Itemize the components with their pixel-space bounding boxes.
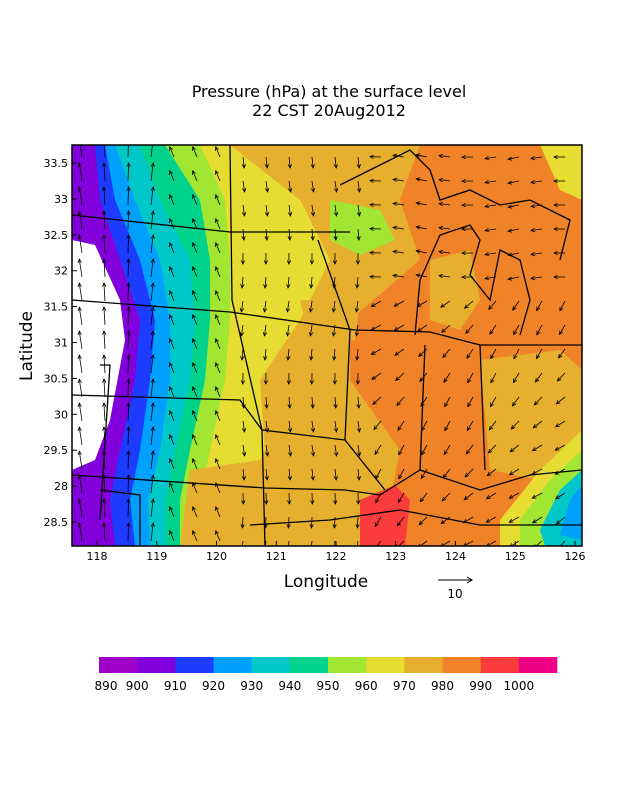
wind-vector-head bbox=[286, 548, 289, 552]
wind-vector-head bbox=[355, 548, 358, 552]
colorbar-label: 970 bbox=[393, 679, 416, 693]
y-tick-label: 28.5 bbox=[44, 516, 69, 529]
x-tick-label: 122 bbox=[326, 550, 347, 563]
wind-vector-head bbox=[102, 139, 106, 143]
colorbar-swatch bbox=[366, 657, 404, 673]
x-tick-label: 123 bbox=[385, 550, 406, 563]
y-tick-label: 31 bbox=[54, 337, 68, 350]
vector-reference-label: 10 bbox=[447, 587, 462, 601]
colorbar-label: 930 bbox=[240, 679, 263, 693]
colorbar-swatch bbox=[290, 657, 328, 673]
y-tick-label: 30 bbox=[54, 408, 68, 421]
wind-vector-head bbox=[78, 139, 81, 143]
y-tick-label: 32.5 bbox=[44, 229, 69, 242]
y-tick-label: 29.5 bbox=[44, 444, 69, 457]
colorbar-label: 910 bbox=[164, 679, 187, 693]
y-tick-label: 30.5 bbox=[44, 372, 69, 385]
colorbar-swatch bbox=[519, 657, 557, 673]
y-tick-label: 31.5 bbox=[44, 301, 69, 314]
colorbar-label: 940 bbox=[278, 679, 301, 693]
y-tick-label: 32 bbox=[54, 265, 68, 278]
colorbar-label: 960 bbox=[355, 679, 378, 693]
colorbar-swatch bbox=[137, 657, 175, 673]
colorbar-swatch bbox=[481, 657, 519, 673]
colorbar-swatch bbox=[328, 657, 366, 673]
pressure-band bbox=[300, 300, 360, 345]
title: Pressure (hPa) at the surface level bbox=[192, 82, 467, 101]
y-tick-label: 28 bbox=[54, 480, 68, 493]
colorbar-label: 990 bbox=[469, 679, 492, 693]
colorbar-label: 890 bbox=[95, 679, 118, 693]
x-tick-label: 124 bbox=[445, 550, 466, 563]
wind-vector-head bbox=[127, 139, 131, 143]
x-axis-label: Longitude bbox=[284, 572, 369, 592]
wind-vector-head bbox=[151, 139, 154, 143]
x-tick-label: 120 bbox=[206, 550, 227, 563]
colorbar-label: 920 bbox=[202, 679, 225, 693]
wind-vector-head bbox=[309, 548, 312, 552]
colorbar-swatch bbox=[443, 657, 481, 673]
colorbar-swatch bbox=[404, 657, 442, 673]
x-tick-label: 121 bbox=[266, 550, 287, 563]
colorbar-label: 900 bbox=[126, 679, 149, 693]
x-tick-label: 126 bbox=[565, 550, 586, 563]
y-axis-label: Latitude bbox=[17, 311, 37, 381]
y-tick-label: 33.5 bbox=[44, 157, 69, 170]
colorbar-label: 950 bbox=[317, 679, 340, 693]
x-tick-label: 119 bbox=[146, 550, 167, 563]
subtitle: 22 CST 20Aug2012 bbox=[252, 101, 406, 120]
wind-vector-head bbox=[240, 548, 243, 552]
colorbar-label: 1000 bbox=[504, 679, 535, 693]
y-tick-label: 33 bbox=[54, 193, 68, 206]
colorbar-swatch bbox=[214, 657, 252, 673]
x-tick-label: 125 bbox=[505, 550, 526, 563]
colorbar-swatch bbox=[252, 657, 290, 673]
colorbar-label: 980 bbox=[431, 679, 454, 693]
colorbar-swatch bbox=[175, 657, 213, 673]
colorbar-swatch bbox=[99, 657, 137, 673]
x-tick-label: 118 bbox=[87, 550, 108, 563]
